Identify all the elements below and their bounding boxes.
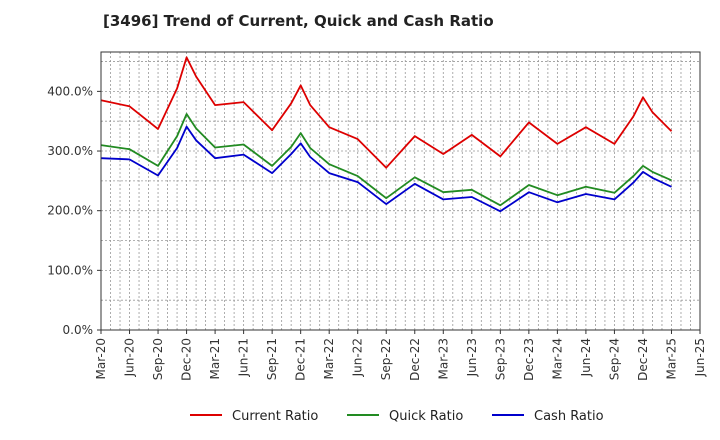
x-tick-label: Sep-23 <box>493 338 507 380</box>
plot-frame <box>100 51 701 331</box>
x-tick-label: Jun-23 <box>465 338 479 377</box>
y-tick-label: 400.0% <box>47 84 93 98</box>
x-tick-label: Sep-24 <box>607 338 621 380</box>
x-tick-label: Mar-20 <box>94 338 108 379</box>
chart-title: [3496] Trend of Current, Quick and Cash … <box>103 12 494 30</box>
x-tick-label: Dec-20 <box>180 338 194 381</box>
legend-label: Current Ratio <box>232 409 318 424</box>
x-tick-label: Jun-24 <box>579 338 593 377</box>
legend-label: Quick Ratio <box>389 409 463 424</box>
x-tick-label: Jun-25 <box>693 338 707 377</box>
y-tick-label: 300.0% <box>47 144 93 158</box>
plot-area <box>101 52 700 330</box>
x-tick-label: Dec-21 <box>294 338 308 381</box>
legend-label: Cash Ratio <box>534 409 604 424</box>
x-tick-label: Dec-23 <box>522 338 536 381</box>
x-tick-label: Mar-25 <box>664 338 678 379</box>
x-tick-label: Mar-24 <box>550 338 564 379</box>
x-tick-label: Dec-24 <box>636 338 650 381</box>
y-tick-label: 200.0% <box>47 204 93 218</box>
x-tick-label: Sep-20 <box>151 338 165 380</box>
series-line-current-ratio <box>100 56 673 169</box>
x-tick-label: Mar-23 <box>436 338 450 379</box>
x-tick-label: Mar-21 <box>208 338 222 379</box>
x-tick-label: Jun-22 <box>351 338 365 377</box>
series-lines <box>100 56 673 213</box>
y-tick-label: 100.0% <box>47 263 93 277</box>
legend: Current Ratio Quick Ratio Cash Ratio <box>190 409 604 424</box>
x-tick-label: Jun-20 <box>123 338 137 377</box>
x-tick-label: Sep-22 <box>379 338 393 380</box>
axes <box>100 51 701 331</box>
x-tick-label: Jun-21 <box>237 338 251 377</box>
series-line-quick-ratio <box>100 113 672 207</box>
x-tick-label: Dec-22 <box>408 338 422 381</box>
y-tick-label: 0.0% <box>63 323 94 337</box>
x-tick-label: Mar-22 <box>322 338 336 379</box>
x-tick-label: Sep-21 <box>265 338 279 380</box>
y-axis-ticks: 0.0% 100.0% 200.0% 300.0% 400.0% <box>47 84 101 337</box>
x-axis-ticks: Mar-20 Jun-20 Sep-20 Dec-20 Mar-21 Jun-21 Sep-… <box>94 330 707 381</box>
series-line-cash-ratio <box>100 125 672 213</box>
